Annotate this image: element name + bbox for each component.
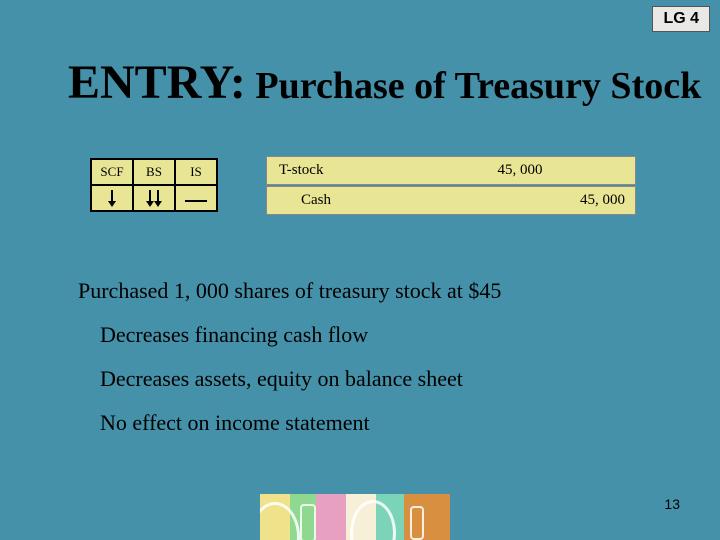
down-arrow-icon (111, 190, 113, 202)
effects-cell-is (175, 185, 217, 211)
journal-debit: 45, 000 (475, 162, 565, 179)
effects-header-scf: SCF (91, 159, 133, 185)
slide-title: ENTRY: Purchase of Treasury Stock (68, 55, 701, 110)
footer-decoration (260, 494, 450, 540)
title-subject: Purchase of Treasury Stock (246, 65, 701, 107)
bullet-line: Decreases assets, equity on balance shee… (100, 366, 463, 392)
page-number: 13 (664, 496, 680, 512)
bullet-line: Decreases financing cash flow (100, 322, 368, 348)
down-arrow-icon (149, 190, 151, 202)
title-entry: ENTRY: (68, 56, 246, 109)
effects-cell-bs (133, 185, 175, 211)
bullet-line: No effect on income statement (100, 410, 370, 436)
journal-credit: 45, 000 (565, 192, 635, 209)
journal-account: T-stock (267, 162, 475, 179)
journal-row: Cash 45, 000 (266, 186, 636, 215)
no-effect-dash-icon (185, 200, 207, 202)
journal-account: Cash (267, 192, 475, 209)
effects-cell-scf (91, 185, 133, 211)
effects-header-is: IS (175, 159, 217, 185)
learning-goal-badge: LG 4 (652, 6, 710, 32)
journal-entry: T-stock 45, 000 Cash 45, 000 (266, 156, 636, 215)
down-arrow-icon (157, 190, 159, 202)
description-line: Purchased 1, 000 shares of treasury stoc… (78, 278, 501, 304)
effects-table: SCF BS IS (90, 158, 218, 212)
journal-row: T-stock 45, 000 (266, 156, 636, 185)
effects-header-bs: BS (133, 159, 175, 185)
